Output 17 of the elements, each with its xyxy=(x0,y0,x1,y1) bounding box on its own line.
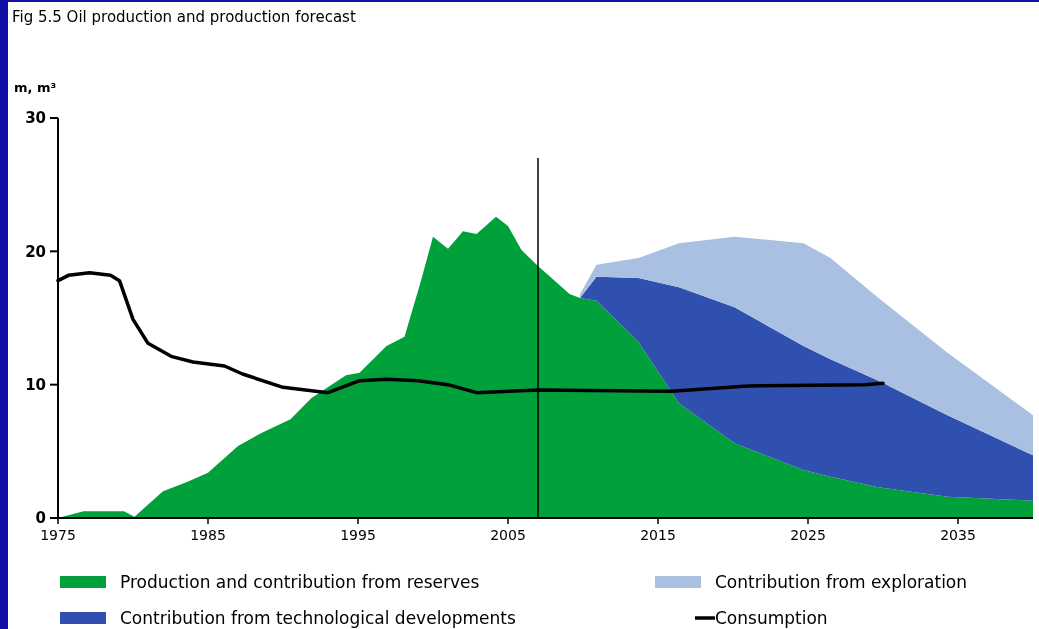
x-tick-label: 1995 xyxy=(340,527,376,543)
legend-label: Production and contribution from reserves xyxy=(120,571,480,592)
x-tick-label: 2005 xyxy=(490,527,526,543)
x-tick-label: 2015 xyxy=(640,527,676,543)
x-tick-label: 2025 xyxy=(790,527,826,543)
legend-label: Consumption xyxy=(715,607,828,628)
y-tick-label: 20 xyxy=(25,242,46,261)
y-tick-label: 0 xyxy=(35,509,46,528)
y-axis-title: m, m³ xyxy=(14,80,57,95)
legend-label: Contribution from technological developments xyxy=(120,607,517,628)
legend-label: Contribution from exploration xyxy=(715,571,968,592)
y-tick-label: 10 xyxy=(25,375,46,394)
x-tick-label: 2035 xyxy=(940,527,976,543)
x-tick-label: 1985 xyxy=(190,527,226,543)
x-tick-label: 1975 xyxy=(40,527,76,543)
y-tick-label: 30 xyxy=(25,109,46,128)
chart-title: Fig 5.5 Oil production and production forecast xyxy=(12,8,356,26)
